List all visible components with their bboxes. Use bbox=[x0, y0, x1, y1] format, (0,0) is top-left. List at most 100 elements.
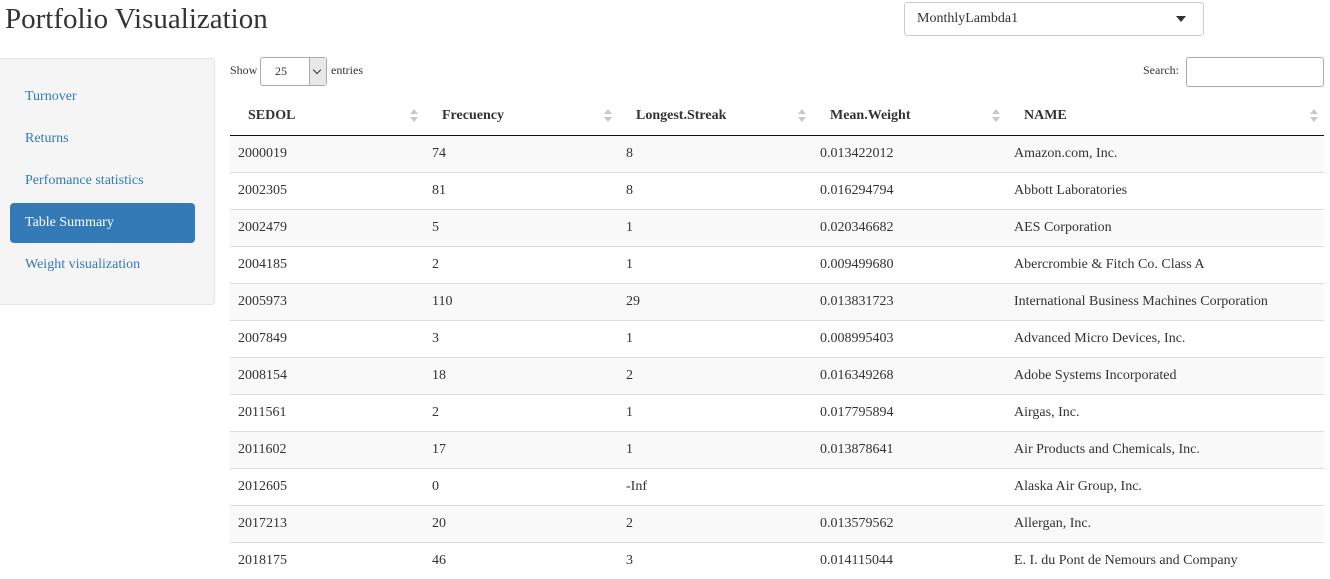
column-header-sedol[interactable]: SEDOL bbox=[230, 97, 424, 136]
entries-select-value: 25 bbox=[275, 64, 287, 78]
cell-longest-streak: 1 bbox=[618, 430, 812, 468]
cell-sedol: 2004185 bbox=[230, 245, 424, 283]
cell-longest-streak: 8 bbox=[618, 171, 812, 209]
cell-frecuency: 2 bbox=[424, 393, 618, 431]
table-row: 2005973 110 29 0.013831723 International Bus… bbox=[230, 282, 1324, 320]
table-row: 2004185 2 1 0.009499680 Abercrombie & Fitch … bbox=[230, 245, 1324, 283]
cell-mean-weight: 0.014115044 bbox=[812, 541, 1006, 579]
sort-icon bbox=[798, 109, 806, 123]
table-header-row: SEDOL Frecuency Longest.Streak Mean.Weig… bbox=[230, 97, 1324, 136]
table-row: 2018175 46 3 0.014115044 E. I. du Pont de Ne… bbox=[230, 541, 1324, 579]
cell-sedol: 2011602 bbox=[230, 430, 424, 468]
cell-sedol: 2017213 bbox=[230, 504, 424, 542]
sort-icon bbox=[410, 109, 418, 123]
sort-icon bbox=[604, 109, 612, 123]
cell-mean-weight: 0.016294794 bbox=[812, 171, 1006, 209]
cell-frecuency: 74 bbox=[424, 135, 618, 172]
sidebar-item-performance-statistics[interactable]: Perfomance statistics bbox=[25, 173, 144, 188]
cell-name: Alaska Air Group, Inc. bbox=[1006, 467, 1324, 505]
entries-select[interactable]: 25 bbox=[260, 57, 327, 86]
dataset-select[interactable]: MonthlyLambda1 bbox=[904, 2, 1204, 36]
table-row: 2007849 3 1 0.008995403 Advanced Micro Devic… bbox=[230, 319, 1324, 357]
cell-name: Amazon.com, Inc. bbox=[1006, 135, 1324, 172]
cell-mean-weight: 0.013579562 bbox=[812, 504, 1006, 542]
table-row: 2012605 0 -Inf Alaska Air Group, Inc. bbox=[230, 467, 1324, 505]
table-row: 2002479 5 1 0.020346682 AES Corporation bbox=[230, 208, 1324, 246]
sidebar-item-returns[interactable]: Returns bbox=[25, 131, 69, 146]
search-label: Search: bbox=[1143, 63, 1179, 77]
cell-mean-weight: 0.016349268 bbox=[812, 356, 1006, 394]
cell-longest-streak: 8 bbox=[618, 135, 812, 172]
cell-mean-weight: 0.017795894 bbox=[812, 393, 1006, 431]
cell-sedol: 2002479 bbox=[230, 208, 424, 246]
cell-frecuency: 0 bbox=[424, 467, 618, 505]
column-header-name[interactable]: NAME bbox=[1006, 97, 1324, 136]
cell-mean-weight: 0.013831723 bbox=[812, 282, 1006, 320]
cell-sedol: 2012605 bbox=[230, 467, 424, 505]
cell-name: Airgas, Inc. bbox=[1006, 393, 1324, 431]
cell-sedol: 2002305 bbox=[230, 171, 424, 209]
cell-mean-weight: 0.009499680 bbox=[812, 245, 1006, 283]
cell-sedol: 2018175 bbox=[230, 541, 424, 579]
sort-icon bbox=[992, 109, 1000, 123]
column-header-longest-streak[interactable]: Longest.Streak bbox=[618, 97, 812, 136]
page-title: Portfolio Visualization bbox=[5, 3, 268, 35]
cell-mean-weight: 0.013878641 bbox=[812, 430, 1006, 468]
cell-frecuency: 3 bbox=[424, 319, 618, 357]
cell-frecuency: 20 bbox=[424, 504, 618, 542]
cell-name: E. I. du Pont de Nemours and Company bbox=[1006, 541, 1324, 579]
column-header-mean-weight[interactable]: Mean.Weight bbox=[812, 97, 1006, 136]
summary-table: SEDOL Frecuency Longest.Streak Mean.Weig… bbox=[230, 97, 1324, 579]
cell-sedol: 2000019 bbox=[230, 135, 424, 172]
cell-frecuency: 5 bbox=[424, 208, 618, 246]
table-row: 2008154 18 2 0.016349268 Adobe Systems Incor… bbox=[230, 356, 1324, 394]
cell-longest-streak: 1 bbox=[618, 245, 812, 283]
column-header-label: NAME bbox=[1024, 107, 1067, 123]
cell-name: Advanced Micro Devices, Inc. bbox=[1006, 319, 1324, 357]
column-header-label: Longest.Streak bbox=[636, 107, 727, 123]
search-input[interactable] bbox=[1186, 57, 1324, 87]
table-row: 2017213 20 2 0.013579562 Allergan, Inc. bbox=[230, 504, 1324, 542]
column-header-frecuency[interactable]: Frecuency bbox=[424, 97, 618, 136]
cell-longest-streak: 1 bbox=[618, 208, 812, 246]
table-row: 2000019 74 8 0.013422012 Amazon.com, Inc. bbox=[230, 135, 1324, 172]
table-row: 2011561 2 1 0.017795894 Airgas, Inc. bbox=[230, 393, 1324, 431]
entries-label: entries bbox=[331, 63, 363, 77]
cell-longest-streak: 3 bbox=[618, 541, 812, 579]
cell-frecuency: 17 bbox=[424, 430, 618, 468]
cell-mean-weight bbox=[812, 467, 1006, 505]
sidebar-item-table-summary[interactable]: Table Summary bbox=[10, 203, 195, 243]
cell-longest-streak: 1 bbox=[618, 393, 812, 431]
cell-frecuency: 81 bbox=[424, 171, 618, 209]
cell-mean-weight: 0.008995403 bbox=[812, 319, 1006, 357]
column-header-label: SEDOL bbox=[248, 107, 296, 123]
show-label: Show bbox=[230, 63, 258, 77]
cell-sedol: 2008154 bbox=[230, 356, 424, 394]
cell-frecuency: 46 bbox=[424, 541, 618, 579]
cell-name: International Business Machines Corporat… bbox=[1006, 282, 1324, 320]
dataset-select-value: MonthlyLambda1 bbox=[917, 11, 1019, 26]
cell-name: AES Corporation bbox=[1006, 208, 1324, 246]
cell-mean-weight: 0.020346682 bbox=[812, 208, 1006, 246]
column-header-label: Frecuency bbox=[442, 107, 504, 123]
cell-name: Allergan, Inc. bbox=[1006, 504, 1324, 542]
column-header-label: Mean.Weight bbox=[830, 107, 911, 123]
cell-longest-streak: 1 bbox=[618, 319, 812, 357]
cell-name: Adobe Systems Incorporated bbox=[1006, 356, 1324, 394]
table-row: 2002305 81 8 0.016294794 Abbott Laboratories bbox=[230, 171, 1324, 209]
cell-frecuency: 18 bbox=[424, 356, 618, 394]
cell-longest-streak: 2 bbox=[618, 504, 812, 542]
cell-name: Abercrombie & Fitch Co. Class A bbox=[1006, 245, 1324, 283]
cell-sedol: 2011561 bbox=[230, 393, 424, 431]
sidebar: Turnover Returns Perfomance statistics T… bbox=[0, 58, 215, 305]
table-row: 2011602 17 1 0.013878641 Air Products and Ch… bbox=[230, 430, 1324, 468]
cell-name: Air Products and Chemicals, Inc. bbox=[1006, 430, 1324, 468]
sidebar-item-turnover[interactable]: Turnover bbox=[25, 89, 77, 104]
cell-frecuency: 2 bbox=[424, 245, 618, 283]
cell-frecuency: 110 bbox=[424, 282, 618, 320]
cell-name: Abbott Laboratories bbox=[1006, 171, 1324, 209]
cell-longest-streak: 2 bbox=[618, 356, 812, 394]
sidebar-item-weight-visualization[interactable]: Weight visualization bbox=[25, 257, 141, 272]
cell-sedol: 2005973 bbox=[230, 282, 424, 320]
table-body: 2000019 74 8 0.013422012 Amazon.com, Inc. 200… bbox=[230, 135, 1324, 579]
